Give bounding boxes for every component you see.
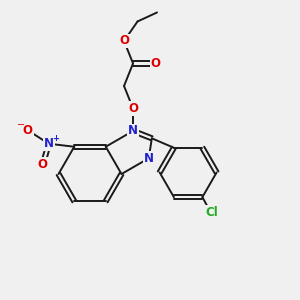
- Text: O: O: [151, 57, 160, 70]
- Text: −: −: [17, 120, 25, 130]
- Text: +: +: [52, 134, 59, 143]
- Text: N: N: [144, 152, 154, 165]
- Text: Cl: Cl: [205, 206, 218, 219]
- Text: O: O: [119, 34, 129, 47]
- Text: N: N: [44, 137, 54, 150]
- Text: O: O: [38, 158, 48, 171]
- Text: O: O: [128, 102, 138, 115]
- Text: O: O: [23, 124, 33, 137]
- Text: N: N: [128, 124, 138, 137]
